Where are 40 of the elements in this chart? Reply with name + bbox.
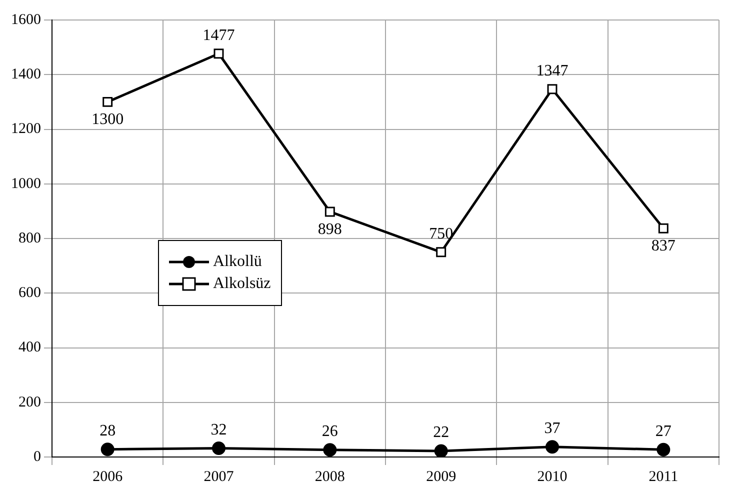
y-tick-label: 1000 xyxy=(11,176,41,192)
y-tick-label: 600 xyxy=(18,285,41,302)
data-label: 32 xyxy=(210,421,227,438)
y-tick-label: 200 xyxy=(18,394,41,410)
x-tick-label: 2008 xyxy=(314,468,345,485)
x-tick-label: 2007 xyxy=(204,468,234,485)
point xyxy=(656,442,670,456)
data-label: 22 xyxy=(433,424,450,442)
point xyxy=(214,48,224,59)
point xyxy=(212,442,226,456)
legend-label: Alkolsüz xyxy=(213,275,271,293)
data-label: 37 xyxy=(544,420,560,438)
y-tick-label: 1600 xyxy=(11,12,41,28)
legend-label: Alkollü xyxy=(213,253,262,271)
x-tick-label: 2011 xyxy=(648,468,678,485)
point xyxy=(100,442,114,456)
x-tick-label: 2006 xyxy=(92,468,124,485)
data-label: 1347 xyxy=(536,62,568,80)
point xyxy=(658,223,668,234)
point xyxy=(434,444,448,457)
data-label: 1477 xyxy=(202,26,235,44)
y-tick-label: 800 xyxy=(18,230,41,246)
data-label: 1300 xyxy=(92,111,124,128)
point xyxy=(436,247,446,258)
x-tick-label: 2009 xyxy=(426,468,456,485)
point xyxy=(324,206,335,217)
data-label: 898 xyxy=(318,220,342,238)
data-label: 27 xyxy=(655,422,672,440)
y-tick-label: 400 xyxy=(18,340,41,356)
y-tick-label: 0 xyxy=(34,448,41,465)
y-tick-label: 1400 xyxy=(11,66,41,83)
data-label: 28 xyxy=(100,422,116,440)
point xyxy=(323,443,337,457)
point xyxy=(547,84,558,94)
data-label: 837 xyxy=(651,238,676,255)
y-tick-label: 1200 xyxy=(11,121,41,138)
point xyxy=(546,440,559,454)
x-tick-label: 2010 xyxy=(537,468,568,485)
data-label: 26 xyxy=(322,423,338,440)
point xyxy=(102,96,113,107)
